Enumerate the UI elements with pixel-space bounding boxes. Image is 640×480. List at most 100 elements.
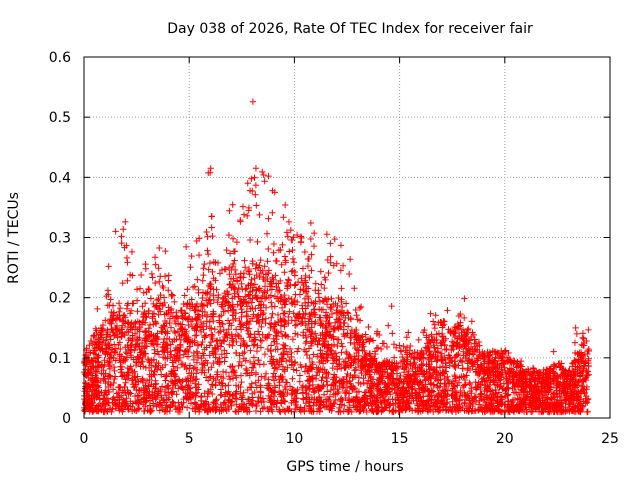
data-point bbox=[237, 218, 244, 225]
data-point bbox=[577, 359, 585, 367]
y-tick-label: 0.2 bbox=[49, 291, 71, 307]
data-point bbox=[336, 324, 344, 331]
data-point bbox=[298, 384, 306, 391]
data-point bbox=[154, 390, 162, 397]
data-point bbox=[257, 388, 264, 395]
data-point bbox=[183, 395, 190, 402]
data-point bbox=[169, 388, 177, 395]
data-point bbox=[304, 326, 311, 333]
data-point bbox=[390, 408, 397, 415]
data-point bbox=[238, 394, 246, 401]
data-point bbox=[265, 172, 272, 180]
data-point bbox=[248, 380, 255, 387]
data-point bbox=[138, 339, 146, 347]
data-point bbox=[581, 350, 589, 358]
data-point bbox=[122, 344, 129, 351]
data-point bbox=[465, 346, 472, 354]
data-point bbox=[466, 348, 474, 355]
data-point bbox=[549, 375, 556, 383]
data-point bbox=[527, 382, 535, 390]
data-point bbox=[535, 369, 542, 376]
data-point bbox=[461, 376, 469, 384]
data-point bbox=[99, 321, 107, 329]
data-point bbox=[195, 235, 203, 242]
data-point bbox=[158, 371, 165, 378]
data-point bbox=[420, 393, 427, 400]
x-axis-label: GPS time / hours bbox=[286, 459, 403, 475]
data-point bbox=[188, 296, 195, 303]
data-point bbox=[163, 320, 170, 327]
data-point bbox=[561, 379, 568, 386]
data-point bbox=[81, 370, 89, 378]
data-point bbox=[525, 368, 532, 375]
data-point bbox=[343, 384, 351, 391]
data-point bbox=[209, 232, 216, 240]
data-point bbox=[350, 383, 357, 391]
data-point bbox=[455, 362, 462, 369]
data-point bbox=[327, 386, 334, 394]
data-point bbox=[200, 326, 207, 333]
data-point bbox=[226, 341, 233, 349]
data-point bbox=[238, 280, 245, 288]
data-point bbox=[449, 378, 457, 385]
data-point bbox=[187, 374, 194, 382]
data-point bbox=[305, 382, 313, 390]
data-point bbox=[180, 395, 187, 403]
data-point bbox=[504, 397, 512, 405]
data-point bbox=[566, 381, 573, 388]
data-point bbox=[179, 377, 186, 385]
data-point bbox=[388, 365, 396, 373]
data-point bbox=[204, 393, 211, 400]
data-point bbox=[147, 408, 154, 415]
data-point bbox=[440, 402, 447, 410]
data-point bbox=[122, 314, 129, 321]
data-point bbox=[383, 343, 391, 351]
data-point bbox=[385, 322, 392, 329]
data-point bbox=[294, 348, 301, 355]
data-point bbox=[557, 403, 564, 410]
data-point bbox=[365, 323, 372, 331]
data-point bbox=[338, 340, 345, 347]
data-point bbox=[226, 320, 233, 327]
data-point bbox=[517, 357, 525, 365]
data-point bbox=[250, 354, 258, 361]
data-point bbox=[293, 367, 300, 374]
data-point bbox=[315, 393, 323, 401]
data-point bbox=[323, 231, 331, 238]
data-point bbox=[225, 381, 232, 389]
data-point bbox=[259, 331, 266, 338]
y-tick-label: 0.6 bbox=[49, 50, 71, 66]
data-point bbox=[217, 343, 225, 350]
data-point bbox=[192, 307, 200, 314]
data-point bbox=[134, 406, 142, 413]
data-point bbox=[229, 375, 237, 382]
data-point bbox=[323, 350, 331, 358]
data-point bbox=[366, 386, 373, 394]
data-point bbox=[510, 408, 518, 415]
data-point bbox=[446, 355, 454, 362]
data-point bbox=[440, 394, 447, 401]
data-point bbox=[567, 386, 575, 393]
data-point bbox=[519, 367, 526, 375]
data-point bbox=[501, 348, 509, 355]
data-point bbox=[171, 298, 178, 306]
data-point bbox=[499, 400, 506, 408]
data-point bbox=[90, 350, 98, 357]
data-point bbox=[271, 189, 278, 196]
data-point bbox=[480, 356, 487, 363]
data-point bbox=[82, 351, 89, 359]
data-point bbox=[234, 301, 241, 308]
data-point bbox=[527, 381, 534, 389]
data-point bbox=[346, 270, 353, 278]
data-point bbox=[540, 370, 547, 378]
data-point bbox=[503, 375, 510, 382]
data-point bbox=[92, 387, 99, 394]
data-point bbox=[270, 240, 278, 248]
data-point bbox=[151, 254, 159, 261]
data-point bbox=[260, 273, 267, 281]
data-point bbox=[267, 342, 275, 349]
data-point bbox=[459, 365, 466, 372]
data-point bbox=[268, 389, 276, 396]
data-point bbox=[543, 366, 550, 374]
data-point bbox=[444, 307, 451, 314]
